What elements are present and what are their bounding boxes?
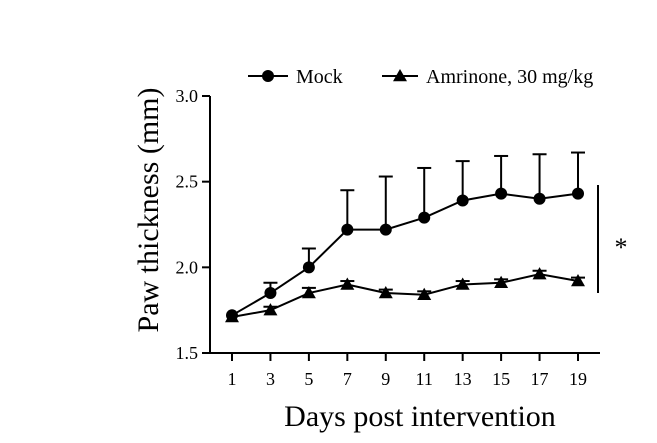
y-tick-label: 2.5 — [176, 172, 199, 192]
x-tick-label: 19 — [569, 369, 587, 389]
legend-item: Amrinone, 30 mg/kg — [382, 66, 593, 88]
x-tick-label: 17 — [531, 369, 549, 389]
y-ticks: 1.5 2.0 2.5 3.0 — [176, 86, 210, 363]
x-tick-label: 11 — [416, 369, 433, 389]
x-axis-title: Days post intervention — [284, 400, 556, 433]
data-point — [264, 287, 277, 300]
legend-marker — [262, 70, 274, 82]
data-point — [302, 261, 315, 274]
legend-label: Mock — [296, 66, 343, 88]
x-tick-label: 15 — [492, 369, 510, 389]
legend-marker — [393, 69, 407, 82]
data-point — [418, 211, 431, 224]
data-point — [494, 275, 509, 289]
significance-asterisk: * — [615, 233, 628, 262]
data-point — [455, 277, 470, 290]
y-tick-label: 3.0 — [176, 86, 199, 106]
x-tick-label: 13 — [454, 369, 472, 389]
legend-label: Amrinone, 30 mg/kg — [426, 66, 593, 88]
data-point — [572, 187, 584, 200]
y-tick-label: 2.0 — [176, 257, 199, 277]
series-line — [231, 273, 579, 319]
data-point — [301, 286, 316, 299]
y-tick-label: 1.5 — [176, 343, 199, 363]
x-tick-label: 7 — [343, 369, 352, 389]
x-tick-label: 3 — [266, 369, 275, 389]
data-point — [532, 267, 547, 280]
data-point — [378, 286, 393, 299]
data-point — [340, 277, 355, 290]
x-tick-label: 1 — [228, 369, 237, 389]
series-line — [231, 192, 579, 317]
legend: Mock Amrinone, 30 mg/kg — [248, 66, 593, 88]
x-tick-label: 5 — [304, 369, 313, 389]
axes — [209, 96, 600, 354]
series-1 — [226, 151, 585, 322]
data-point — [225, 310, 239, 323]
data-point — [495, 187, 508, 200]
significance-annotation: * — [597, 185, 628, 293]
legend-item: Mock — [248, 66, 343, 88]
series-layer — [225, 151, 585, 323]
x-ticks: 1 3 5 7 9 11 13 15 17 19 — [228, 353, 587, 389]
data-point — [571, 274, 585, 287]
data-point — [417, 287, 432, 300]
data-point — [533, 192, 546, 205]
data-point — [456, 194, 469, 207]
y-axis-title: Paw thickness (mm) — [132, 88, 165, 333]
data-point — [263, 303, 278, 316]
data-point — [341, 223, 354, 236]
series-2 — [225, 267, 585, 323]
data-point — [379, 223, 392, 236]
x-tick-label: 9 — [381, 369, 390, 389]
